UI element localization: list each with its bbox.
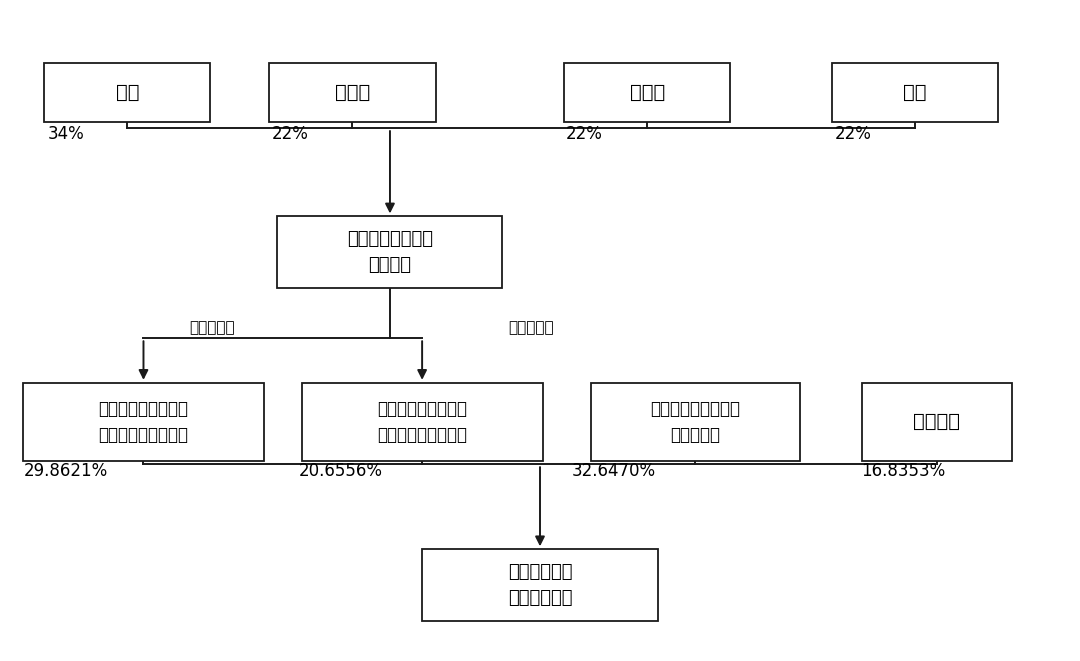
FancyBboxPatch shape [591, 383, 800, 461]
Text: 杭州阿里巴巴网络科
技有限公司: 杭州阿里巴巴网络科 技有限公司 [650, 400, 741, 444]
Text: 井贤栋: 井贤栋 [335, 83, 370, 102]
Text: 杭州云铂投资咨询
有限公司: 杭州云铂投资咨询 有限公司 [347, 230, 433, 274]
FancyBboxPatch shape [564, 63, 730, 122]
Text: 29.8621%: 29.8621% [24, 462, 108, 481]
FancyBboxPatch shape [832, 63, 998, 122]
Text: 蚂蚁科技集团
股份有限公司: 蚂蚁科技集团 股份有限公司 [508, 563, 572, 607]
Text: 其他股东: 其他股东 [913, 412, 960, 432]
Text: 马云: 马云 [116, 83, 139, 102]
FancyBboxPatch shape [278, 216, 502, 288]
FancyBboxPatch shape [269, 63, 435, 122]
Text: 普通合伙人: 普通合伙人 [189, 320, 234, 335]
Text: 20.6556%: 20.6556% [299, 462, 383, 481]
Text: 杭州君瀚股权投资合
伙企业（有限合伙）: 杭州君瀚股权投资合 伙企业（有限合伙） [98, 400, 189, 444]
FancyBboxPatch shape [862, 383, 1012, 461]
Text: 16.8353%: 16.8353% [862, 462, 946, 481]
Text: 22%: 22% [835, 125, 872, 143]
FancyBboxPatch shape [23, 383, 264, 461]
Text: 胡晓明: 胡晓明 [630, 83, 665, 102]
FancyBboxPatch shape [422, 549, 658, 621]
Text: 34%: 34% [49, 125, 85, 143]
Text: 32.6470%: 32.6470% [572, 462, 657, 481]
Text: 蒋芳: 蒋芳 [903, 83, 927, 102]
Text: 22%: 22% [566, 125, 603, 143]
Text: 22%: 22% [272, 125, 309, 143]
FancyBboxPatch shape [301, 383, 542, 461]
Text: 杭州君澳股权投资合
伙企业（有限合伙）: 杭州君澳股权投资合 伙企业（有限合伙） [377, 400, 468, 444]
Text: 普通合伙人: 普通合伙人 [508, 320, 553, 335]
FancyBboxPatch shape [44, 63, 211, 122]
